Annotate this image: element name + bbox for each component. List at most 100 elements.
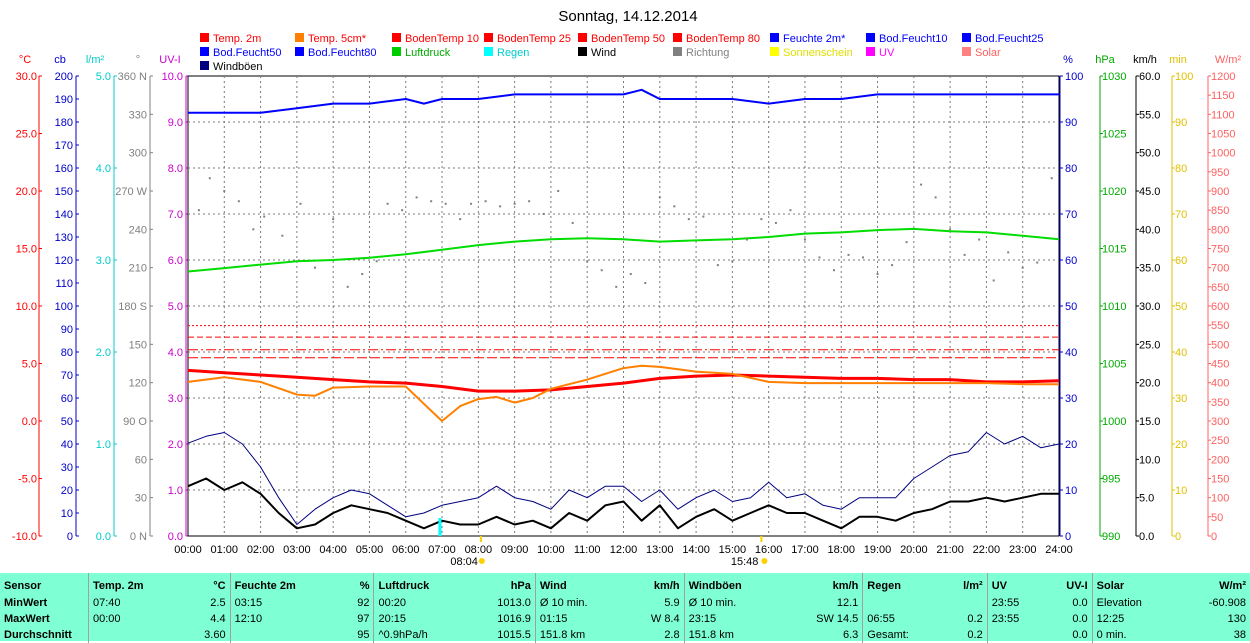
axis-tick-label-rain: 4.0 bbox=[96, 163, 111, 175]
data-point-richtung bbox=[658, 196, 661, 199]
axis-tick-label-cb: 140 bbox=[55, 209, 73, 221]
stats-cell-value: 12.1 bbox=[836, 597, 859, 609]
data-point-richtung bbox=[1021, 266, 1024, 269]
data-point-richtung bbox=[1050, 177, 1053, 180]
stats-cell-note: 151.8 km bbox=[683, 627, 783, 643]
stats-cell-note: 0 min. bbox=[1091, 627, 1178, 643]
stats-header-name: Luftdruck bbox=[373, 573, 469, 595]
data-point-richtung bbox=[687, 218, 690, 221]
axis-tick-label-hum: 50 bbox=[1065, 301, 1077, 313]
stats-header-unit: W/m² bbox=[1219, 580, 1246, 592]
data-point-richtung bbox=[346, 285, 349, 288]
axis-tick-label-uv: 2.0 bbox=[168, 439, 183, 451]
axis-tick-label-wm2: 100 bbox=[1211, 493, 1229, 505]
legend: Temp. 2m Temp. 5cm* BodenTemp 10 BodenTemp … bbox=[200, 33, 1044, 73]
axis-tick-label-kmh: 30.0 bbox=[1139, 301, 1160, 313]
legend-label: Solar bbox=[975, 47, 1001, 59]
axis-tick-label-cb: 190 bbox=[55, 94, 73, 106]
axis-tick-label-wm2: 400 bbox=[1211, 378, 1229, 390]
axis-tick-label-temp: -5.0 bbox=[18, 474, 37, 486]
axis-tick-label-dir: 60 bbox=[135, 454, 147, 466]
legend-swatch bbox=[295, 33, 304, 42]
stats-header-unit: km/h bbox=[653, 580, 680, 592]
stats-row: MinWert 07:40 2.5 03:15 92 00:20 1013.0 Ø 10 mi… bbox=[0, 595, 1250, 611]
legend-label: Regen bbox=[497, 47, 529, 59]
axis-tick-label-dir: 270 W bbox=[115, 186, 147, 198]
axis-tick-label-rain: 2.0 bbox=[96, 347, 111, 359]
axis-tick-label-hum: 60 bbox=[1065, 255, 1077, 267]
legend-swatch bbox=[962, 33, 971, 42]
x-tick-label: 14:00 bbox=[682, 544, 710, 556]
axis-tick-label-wm2: 300 bbox=[1211, 416, 1229, 428]
stats-cell-note bbox=[986, 627, 1045, 643]
data-point-richtung bbox=[332, 218, 335, 221]
x-tick-label: 11:00 bbox=[574, 544, 601, 556]
axis-tick-label-hum: 100 bbox=[1065, 71, 1083, 83]
axis-tick-label-wm2: 50 bbox=[1211, 512, 1223, 524]
legend-swatch bbox=[484, 47, 493, 56]
stats-cell-value: 4.4 bbox=[210, 613, 226, 625]
stats-cell-value: -60.908 bbox=[1208, 597, 1246, 609]
stats-cell-note: 23:55 bbox=[986, 595, 1045, 611]
legend-swatch bbox=[962, 47, 971, 56]
legend-swatch bbox=[673, 33, 682, 42]
stats-cell-note: 00:20 bbox=[373, 595, 469, 611]
data-point-richtung bbox=[963, 253, 966, 256]
stats-cell-value: 0.2 bbox=[967, 629, 983, 641]
stats-row: Durchschnitt 3.60 95 ^0.9hPa/h 1015.5 151.8 k… bbox=[0, 627, 1250, 643]
axis-tick-label-kmh: 10.0 bbox=[1139, 454, 1160, 466]
axis-unit-wm2: W/m² bbox=[1215, 54, 1242, 66]
axis-tick-label-hum: 90 bbox=[1065, 117, 1077, 129]
stats-cell-note bbox=[88, 627, 183, 643]
x-tick-label: 00:00 bbox=[174, 544, 202, 556]
stats-cell-value: 130 bbox=[1227, 613, 1246, 625]
data-point-richtung bbox=[847, 253, 850, 256]
axis-tick-label-wm2: 450 bbox=[1211, 359, 1229, 371]
data-point-richtung bbox=[920, 183, 923, 186]
axis-tick-label-uv: 10.0 bbox=[162, 71, 183, 83]
axis-tick-label-cb: 20 bbox=[61, 485, 73, 497]
data-point-richtung bbox=[629, 273, 632, 276]
stats-header-name: Wind bbox=[534, 573, 625, 595]
data-point-richtung bbox=[237, 200, 240, 203]
chart-title: Sonntag, 14.12.2014 bbox=[558, 8, 697, 25]
sunrise-label: 08:04 bbox=[450, 556, 478, 568]
data-point-richtung bbox=[252, 228, 255, 231]
stats-header-name: Regen bbox=[862, 573, 943, 595]
stats-cell-value: 0.0 bbox=[1072, 597, 1088, 609]
data-point-richtung bbox=[731, 260, 734, 263]
axis-tick-label-min: 80 bbox=[1175, 163, 1187, 175]
data-point-richtung bbox=[803, 238, 806, 241]
stats-row: MaxWert 00:00 4.4 12:10 97 20:15 1016.9 01:15 W … bbox=[0, 611, 1250, 627]
x-tick-label: 07:00 bbox=[428, 544, 456, 556]
sunset-icon bbox=[761, 558, 768, 564]
data-point-richtung bbox=[197, 209, 200, 212]
stats-header-unit: % bbox=[359, 580, 370, 592]
axis-tick-label-kmh: 50.0 bbox=[1139, 148, 1160, 160]
stats-cell-note: ^0.9hPa/h bbox=[373, 627, 469, 643]
stats-cell-note: 12:25 bbox=[1091, 611, 1178, 627]
data-point-richtung bbox=[818, 256, 821, 259]
stats-row-label: MinWert bbox=[4, 597, 48, 609]
axis-tick-label-cb: 30 bbox=[61, 462, 73, 474]
axis-tick-label-cb: 0 bbox=[67, 531, 73, 543]
x-tick-label: 23:00 bbox=[1009, 544, 1037, 556]
axis-tick-label-rain: 5.0 bbox=[96, 71, 111, 83]
stats-cell-value: 38 bbox=[1233, 629, 1246, 641]
data-point-richtung bbox=[314, 266, 317, 269]
axis-tick-label-wm2: 0 bbox=[1211, 531, 1217, 543]
axis-unit-hum: % bbox=[1063, 54, 1073, 66]
axis-tick-label-dir: 360 N bbox=[118, 71, 147, 83]
axis-tick-label-wm2: 900 bbox=[1211, 186, 1229, 198]
axis-tick-label-dir: 210 bbox=[129, 263, 147, 275]
legend-swatch bbox=[200, 61, 209, 70]
axis-tick-label-uv: 3.0 bbox=[168, 393, 183, 405]
axis-tick-label-hpa: 1010 bbox=[1102, 301, 1126, 313]
stats-header-unit: UV-I bbox=[1066, 580, 1088, 592]
axis-tick-label-cb: 70 bbox=[61, 370, 73, 382]
data-point-richtung bbox=[774, 221, 777, 224]
axis-tick-label-uv: 0.0 bbox=[168, 531, 183, 543]
axis-tick-label-wm2: 350 bbox=[1211, 397, 1229, 409]
stats-cell-value: W 8.4 bbox=[650, 613, 680, 625]
data-point-richtung bbox=[571, 221, 574, 224]
